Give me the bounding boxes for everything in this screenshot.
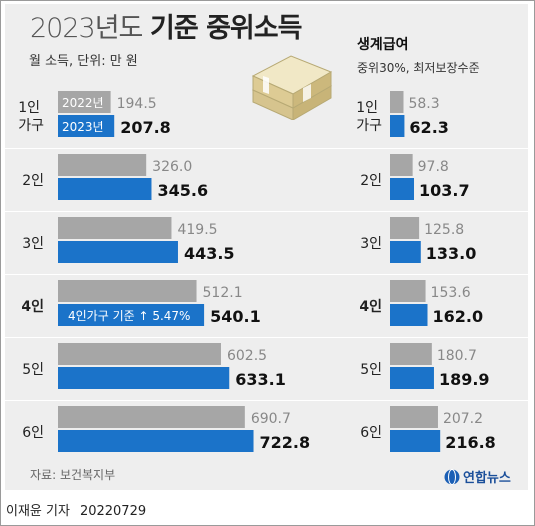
bar-2022 — [390, 91, 404, 113]
value-label-2023: 62.3 — [409, 118, 448, 137]
category-label: 2인 — [360, 173, 382, 189]
chart-subtitle: 월 소득, 단위: 만 원 — [29, 54, 138, 69]
value-label-2022: 512.1 — [203, 285, 243, 301]
row-separator — [5, 211, 528, 212]
value-label-2023: 345.6 — [157, 181, 208, 200]
category-label: 5인 — [360, 362, 382, 378]
value-label-2022: 194.5 — [117, 96, 157, 112]
value-label-2022: 180.7 — [437, 348, 477, 364]
bar-2022 — [58, 91, 111, 113]
bar-2023 — [58, 178, 152, 200]
category-label: 1인 — [18, 100, 40, 116]
chart-title-main: 기준 중위소득 — [150, 13, 302, 44]
bar-2022 — [390, 154, 413, 176]
category-label: 4인 — [21, 298, 44, 315]
credit-date: 20220729 — [79, 504, 147, 519]
bar-2023 — [390, 430, 441, 452]
category-label: 6인 — [22, 425, 44, 441]
category-label: 3인 — [22, 236, 44, 252]
logo-globe-icon — [444, 469, 460, 485]
row-separator — [5, 400, 528, 401]
value-label-2023: 162.0 — [433, 307, 484, 326]
growth-annotation: 4인가구 기준 ↑ 5.47% — [68, 309, 190, 323]
credit-line: 이재윤 기자 20220729 — [6, 500, 156, 519]
value-label-2023: 133.0 — [426, 244, 477, 263]
credit-author: 이재윤 기자 — [6, 504, 70, 519]
value-label-2022: 153.6 — [431, 285, 471, 301]
bar-2023 — [390, 367, 434, 389]
category-label: 4인 — [359, 298, 382, 315]
right-chart-subtitle: 중위30%, 최저보장수준 — [357, 61, 480, 75]
value-label-2023: 216.8 — [445, 433, 496, 452]
bar-2022 — [390, 343, 432, 365]
logo-text: 연합뉴스 — [463, 470, 511, 486]
category-label: 6인 — [360, 425, 382, 441]
value-label-2022: 690.7 — [251, 411, 291, 427]
bar-2022 — [58, 343, 221, 365]
bar-2023 — [58, 367, 230, 389]
legend-2023: 2023년 — [62, 120, 104, 134]
bar-2022 — [58, 280, 197, 302]
source-note: 자료: 보건복지부 — [30, 468, 116, 482]
value-label-2023: 540.1 — [210, 307, 261, 326]
value-label-2022: 58.3 — [408, 96, 439, 112]
category-label: 3인 — [360, 236, 382, 252]
value-label-2023: 722.8 — [260, 433, 311, 452]
bar-2023 — [390, 178, 415, 200]
right-chart-title: 생계급여 — [357, 37, 409, 53]
bar-2023 — [58, 241, 178, 263]
value-label-2022: 419.5 — [177, 222, 217, 238]
row-separator — [5, 148, 528, 149]
value-label-2023: 207.8 — [120, 118, 171, 137]
value-label-2023: 189.9 — [439, 370, 490, 389]
bar-2022 — [58, 154, 147, 176]
bar-2023 — [58, 304, 205, 326]
row-separator — [5, 274, 528, 275]
chart-title: 2023년도 기준 중위소득 — [30, 6, 302, 45]
category-label-line2: 가구 — [356, 118, 382, 134]
category-label-line2: 가구 — [18, 118, 44, 134]
value-label-2023: 103.7 — [419, 181, 470, 200]
bar-2022 — [58, 217, 172, 239]
chart-title-year: 2023년도 — [30, 13, 143, 44]
bar-2023 — [58, 115, 115, 137]
row-separator — [5, 337, 528, 338]
bar-2023 — [390, 304, 428, 326]
value-label-2023: 443.5 — [184, 244, 235, 263]
yonhap-logo: 연합뉴스 — [444, 469, 511, 486]
legend-2022: 2022년 — [62, 96, 104, 110]
category-label: 5인 — [22, 362, 44, 378]
category-label: 2인 — [22, 173, 44, 189]
bar-2022 — [390, 406, 438, 428]
value-label-2022: 125.8 — [424, 222, 464, 238]
bar-2023 — [390, 241, 421, 263]
money-stack-graphic — [251, 55, 333, 120]
bar-2022 — [58, 406, 245, 428]
bar-2022 — [390, 217, 420, 239]
value-label-2023: 633.1 — [235, 370, 286, 389]
value-label-2022: 97.8 — [418, 159, 449, 175]
money-stack-icon — [251, 55, 333, 120]
bar-2023 — [390, 115, 405, 137]
bar-2022 — [390, 280, 426, 302]
value-label-2022: 602.5 — [227, 348, 267, 364]
value-label-2022: 326.0 — [152, 159, 192, 175]
category-label: 1인 — [356, 100, 378, 116]
value-label-2022: 207.2 — [443, 411, 483, 427]
bar-2023 — [58, 430, 254, 452]
